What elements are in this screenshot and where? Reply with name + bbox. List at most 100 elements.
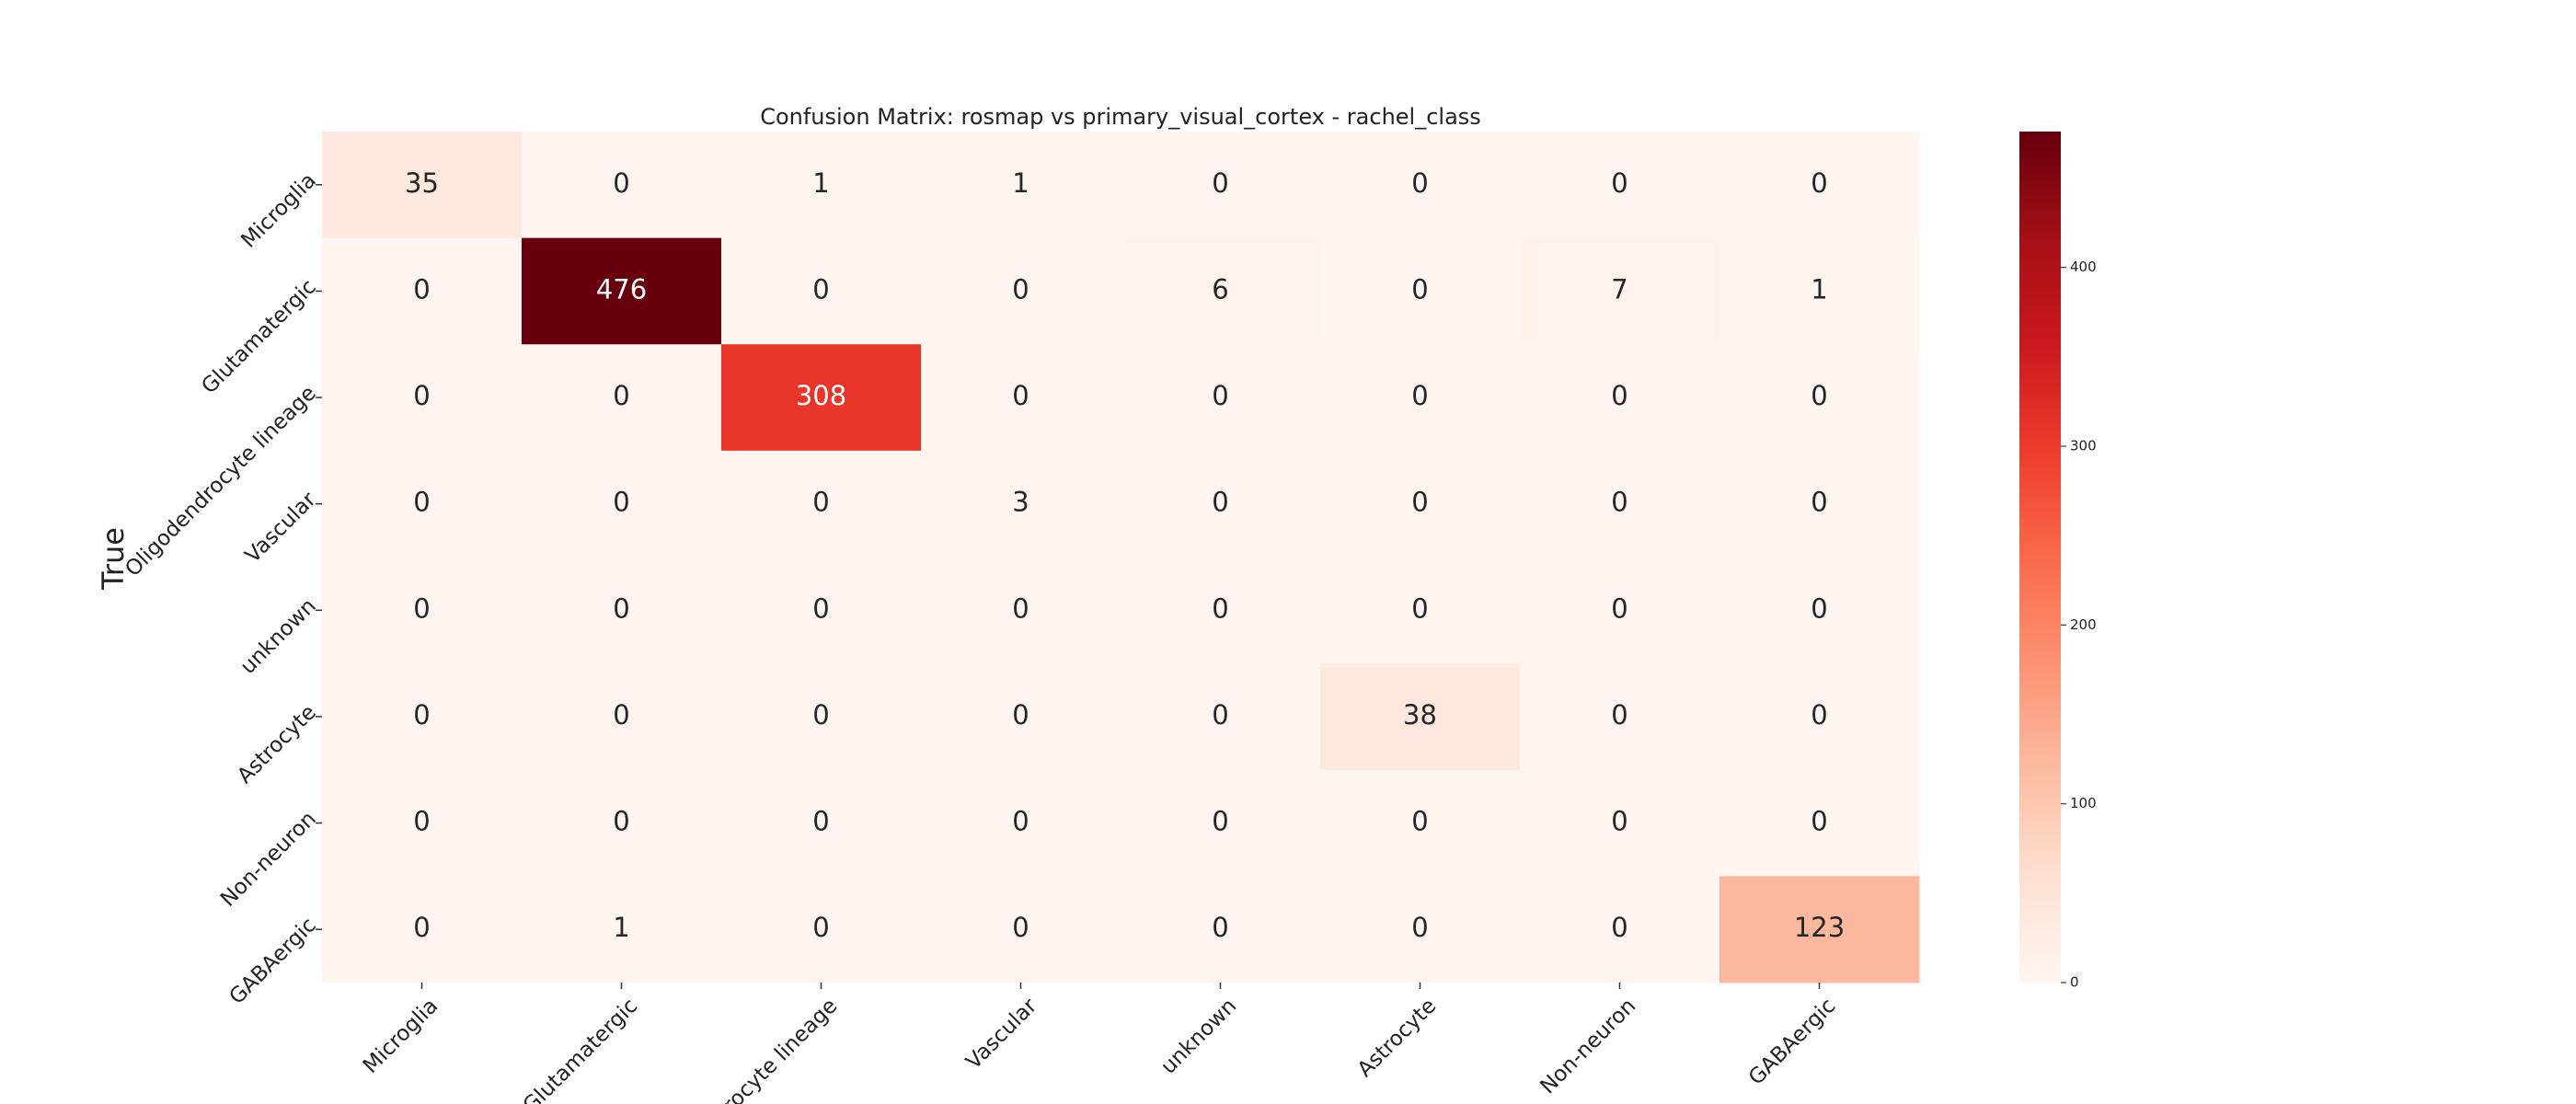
- cell-label: 0: [812, 912, 829, 943]
- cell-label: 1: [1012, 167, 1029, 199]
- heatmap-cell: [522, 557, 722, 664]
- cell-label: 0: [613, 167, 629, 199]
- y-tick-label: Glutamatergic: [197, 275, 321, 399]
- cell-label: 0: [1012, 912, 1029, 943]
- heatmap-cell: [1121, 344, 1321, 452]
- heatmap-cell: [522, 663, 722, 771]
- heatmap-cell: [1719, 344, 1920, 452]
- heatmap-cell: [1320, 450, 1521, 558]
- cell-label: 0: [1611, 167, 1627, 199]
- heatmap-cell: [1320, 557, 1521, 664]
- heatmap-cell: [1719, 450, 1920, 558]
- heatmap-cell: [1520, 769, 1720, 877]
- y-tick-label: Non-neuron: [216, 807, 321, 912]
- heatmap-cell: [1520, 237, 1720, 345]
- cell-label: 0: [413, 806, 430, 837]
- heatmap-cell: [1520, 132, 1720, 239]
- cell-label: 0: [1611, 806, 1627, 837]
- cell-label: 0: [1411, 487, 1428, 518]
- heatmap-cell: [1520, 876, 1720, 983]
- heatmap-cell: [721, 663, 922, 771]
- heatmap-cell: [921, 557, 1121, 664]
- cell-label: 308: [796, 380, 846, 411]
- heatmap-cell: [1520, 344, 1720, 452]
- chart-title: Confusion Matrix: rosmap vs primary_visu…: [760, 104, 1481, 130]
- x-tick-label: Non-neuron: [1535, 994, 1640, 1098]
- cell-label: 0: [1611, 592, 1627, 624]
- heatmap-cell: [921, 344, 1121, 452]
- heatmap-cell: [522, 344, 722, 452]
- heatmap-cell: [1121, 450, 1321, 558]
- heatmap-cell: [522, 237, 722, 345]
- cell-label: 0: [413, 380, 430, 411]
- cell-label: 0: [613, 699, 629, 730]
- heatmap-cell: [1719, 132, 1920, 239]
- heatmap-cell: [322, 769, 523, 877]
- heatmap-cell: [1320, 132, 1521, 239]
- x-tick-label: Glutamatergic: [519, 994, 643, 1104]
- cell-label: 0: [1212, 167, 1228, 199]
- heatmap-cell: [322, 663, 523, 771]
- cell-label: 123: [1794, 912, 1845, 943]
- y-tick-label: Microglia: [236, 168, 320, 252]
- heatmap-cell: [322, 876, 523, 983]
- cell-label: 0: [613, 806, 629, 837]
- heatmap-cell: [1520, 557, 1720, 664]
- heatmap-cell: [1121, 237, 1321, 345]
- heatmap-cell: [921, 663, 1121, 771]
- cell-label: 0: [1811, 806, 1827, 837]
- heatmap-cell: [1320, 344, 1521, 452]
- heatmap-cell: [1320, 876, 1521, 983]
- cell-label: 0: [413, 699, 430, 730]
- heatmap-cell: [522, 132, 722, 239]
- cell-label: 0: [1012, 592, 1029, 624]
- heatmap-cell: [322, 132, 523, 239]
- cell-label: 0: [1212, 806, 1228, 837]
- cell-label: 7: [1611, 273, 1627, 305]
- cell-label: 0: [613, 592, 629, 624]
- cell-label: 35: [405, 167, 439, 199]
- y-axis-label: True: [96, 527, 131, 591]
- heatmap-cell: [1320, 769, 1521, 877]
- cell-label: 0: [1212, 380, 1228, 411]
- cell-label: 0: [1012, 806, 1029, 837]
- x-tick-label: Vascular: [961, 994, 1041, 1074]
- cell-label: 0: [1411, 273, 1428, 305]
- cell-label: 3: [1012, 487, 1029, 518]
- colorbar-tick-label: 200: [2070, 616, 2097, 633]
- heatmap-cell: [322, 450, 523, 558]
- cell-label: 0: [1411, 380, 1428, 411]
- cell-label: 0: [413, 912, 430, 943]
- cell-label: 0: [1811, 487, 1827, 518]
- cell-label: 1: [613, 912, 629, 943]
- cell-label: 0: [812, 806, 829, 837]
- colorbar: [2019, 132, 2061, 983]
- cell-label: 0: [1811, 167, 1827, 199]
- cell-label: 0: [1611, 912, 1627, 943]
- heatmap-cell: [522, 450, 722, 558]
- heatmap-cell: [921, 769, 1121, 877]
- heatmap-cell: [522, 876, 722, 983]
- heatmap-cell: [1121, 663, 1321, 771]
- cell-label: 0: [812, 592, 829, 624]
- cell-label: 0: [1411, 912, 1428, 943]
- heatmap-cell: [322, 344, 523, 452]
- heatmap-cell: [721, 769, 922, 877]
- cell-label: 1: [812, 167, 829, 199]
- heatmap-cell: [921, 132, 1121, 239]
- y-tick-label: Vascular: [241, 488, 321, 568]
- cell-label: 0: [1411, 167, 1428, 199]
- heatmap-cell: [1121, 876, 1321, 983]
- heatmap-cell: [721, 876, 922, 983]
- y-tick-label: Oligodendrocyte lineage: [121, 382, 321, 582]
- cell-label: 6: [1212, 273, 1228, 305]
- cell-label: 0: [1611, 380, 1627, 411]
- heatmap-cell: [1719, 663, 1920, 771]
- cell-label: 0: [1811, 699, 1827, 730]
- cell-label: 0: [413, 592, 430, 624]
- cell-label: 0: [1212, 699, 1228, 730]
- colorbar-tick-label: 100: [2070, 795, 2097, 811]
- heatmap-cell: [721, 557, 922, 664]
- cell-label: 0: [1212, 592, 1228, 624]
